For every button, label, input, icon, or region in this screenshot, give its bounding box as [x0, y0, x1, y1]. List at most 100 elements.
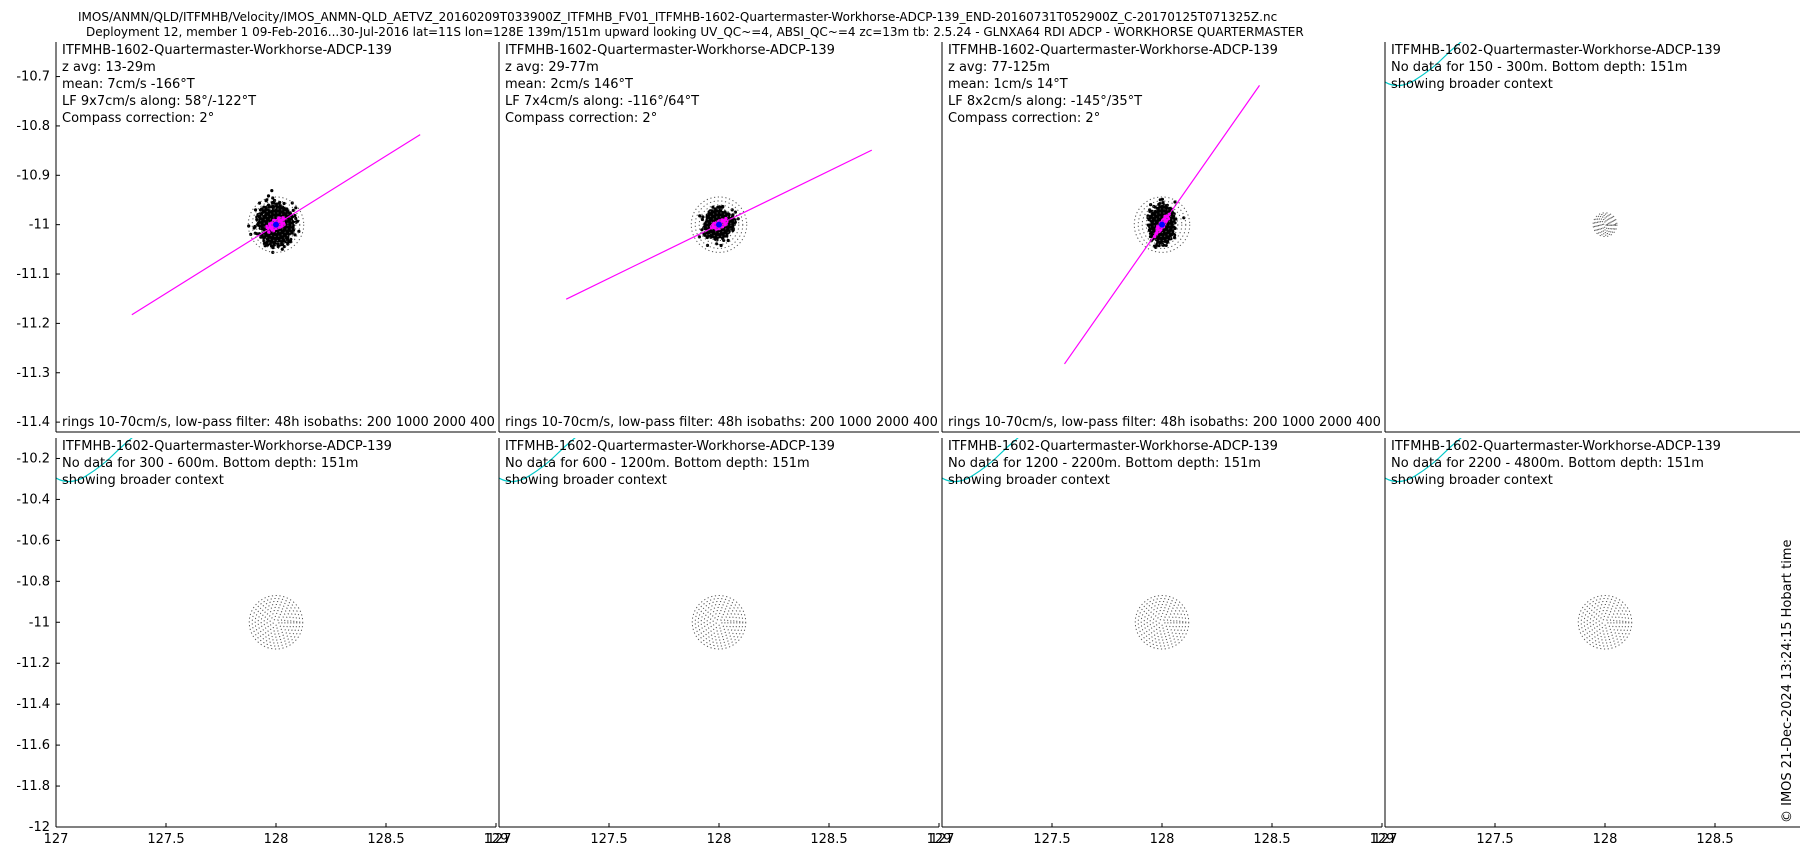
scatter-point: [1148, 209, 1152, 213]
speed-rings: [1133, 196, 1191, 253]
speed-ring: [1586, 603, 1624, 641]
speed-ring: [1149, 212, 1175, 238]
speed-ring: [254, 600, 298, 644]
scatter-point: [264, 234, 268, 238]
panel-annotations: ITFMHB-1602-Quartermaster-Workhorse-ADCP…: [505, 439, 835, 488]
speed-ring: [702, 208, 736, 241]
scatter-point: [715, 242, 719, 246]
speed-ring: [1152, 612, 1172, 632]
speed-ring: [1592, 609, 1618, 635]
scatter-point: [281, 212, 285, 216]
scatter-point: [709, 209, 713, 213]
speed-ring: [706, 609, 732, 635]
scatter-point: [268, 236, 272, 240]
y-tick-label: -11.4: [16, 415, 50, 430]
panel-info-line: No data for 300 - 600m. Bottom depth: 15…: [62, 456, 358, 471]
scatter-point: [293, 233, 297, 237]
speed-ring: [271, 220, 281, 230]
scatter-point: [700, 217, 705, 222]
scatter-point: [1154, 244, 1158, 248]
panel-info-line: LF 9x7cm/s along: 58°/-122°T: [62, 94, 256, 109]
mean-marker: [1159, 221, 1165, 228]
scatter-point: [277, 202, 281, 206]
lowpass-point: [722, 219, 727, 223]
panel-1-3: ITFMHB-1602-Quartermaster-Workhorse-ADCP…: [1373, 438, 1800, 847]
panel-info-line: LF 8x2cm/s along: -145°/35°T: [948, 94, 1142, 109]
scatter-point: [267, 205, 271, 209]
scatter-point: [290, 201, 294, 205]
speed-ring: [251, 200, 301, 249]
speed-rings: [1577, 595, 1633, 650]
speed-ring: [1137, 200, 1187, 249]
speed-ring: [1601, 618, 1609, 626]
scatter-point: [726, 214, 730, 218]
y-tick-label: -10.7: [16, 70, 50, 85]
lowpass-point: [282, 222, 286, 227]
panel-info-line: showing broader context: [948, 473, 1110, 488]
panel-0-0: ITFMHB-1602-Quartermaster-Workhorse-ADCP…: [16, 42, 496, 433]
scatter-point: [1160, 197, 1164, 201]
scatter-point: [730, 225, 734, 229]
scatter-point: [255, 217, 259, 222]
scatter-point: [1162, 243, 1166, 247]
x-tick-label: 127.5: [147, 832, 184, 847]
y-tick-label: -10.8: [16, 574, 50, 589]
speed-ring: [1603, 222, 1607, 227]
x-tick-label: 129: [484, 832, 509, 847]
lowpass-point: [1153, 234, 1157, 239]
speed-ring: [263, 609, 289, 635]
scatter-point: [715, 238, 719, 242]
scatter-point: [701, 215, 705, 219]
scatter-point: [280, 235, 284, 239]
x-tick-label: 127.5: [1033, 832, 1070, 847]
speed-ring: [1143, 603, 1181, 641]
scatter-point: [275, 231, 279, 235]
panel-info-line: Compass correction: 2°: [62, 111, 214, 126]
speed-rings: [247, 196, 305, 253]
y-tick-label: -11: [29, 615, 50, 630]
scatter-point: [274, 236, 279, 240]
speed-ring: [251, 598, 301, 647]
speed-ring: [700, 603, 738, 641]
scatter-point: [703, 226, 707, 230]
coastline: [56, 438, 133, 483]
x-tick-label: 127: [930, 832, 955, 847]
y-tick-label: -10.8: [16, 119, 50, 134]
scatter-point: [711, 211, 716, 215]
x-tick-label: 127: [487, 832, 512, 847]
scatter-point: [1169, 227, 1173, 231]
mean-marker: [273, 221, 279, 228]
lowpass-point: [710, 226, 714, 230]
panel-title: ITFMHB-1602-Quartermaster-Workhorse-ADCP…: [1391, 43, 1721, 58]
x-tick-label: 128: [264, 832, 289, 847]
speed-ring: [1592, 212, 1618, 238]
panel-info-line: Compass correction: 2°: [505, 111, 657, 126]
coastline: [1385, 438, 1462, 483]
y-tick-label: -12: [29, 820, 50, 835]
panel-info-line: Compass correction: 2°: [948, 111, 1100, 126]
scatter-point: [266, 212, 270, 216]
scatter-point: [736, 217, 740, 221]
speed-ring: [712, 615, 726, 629]
scatter-point: [721, 204, 725, 209]
panel-1-1: ITFMHB-1602-Quartermaster-Workhorse-ADCP…: [487, 438, 951, 847]
plot-area: [56, 438, 304, 650]
speed-ring: [714, 220, 724, 230]
speed-ring: [1593, 213, 1617, 236]
scatter-point: [705, 243, 710, 247]
y-tick-label: -10.2: [16, 451, 50, 466]
scatter-point: [712, 214, 716, 218]
scatter-point: [291, 208, 295, 212]
scatter-point: [271, 211, 275, 215]
plot-area: [1385, 438, 1633, 650]
scatter-point: [726, 238, 730, 243]
speed-ring: [259, 208, 293, 241]
scatter-point: [711, 205, 715, 209]
scatter-point: [705, 235, 709, 240]
speed-ring: [263, 212, 289, 238]
scatter-point: [263, 226, 267, 230]
scatter-point: [715, 213, 720, 217]
lowpass-point: [723, 223, 727, 227]
x-tick-label: 127: [1373, 832, 1398, 847]
scatter-point: [720, 231, 725, 235]
